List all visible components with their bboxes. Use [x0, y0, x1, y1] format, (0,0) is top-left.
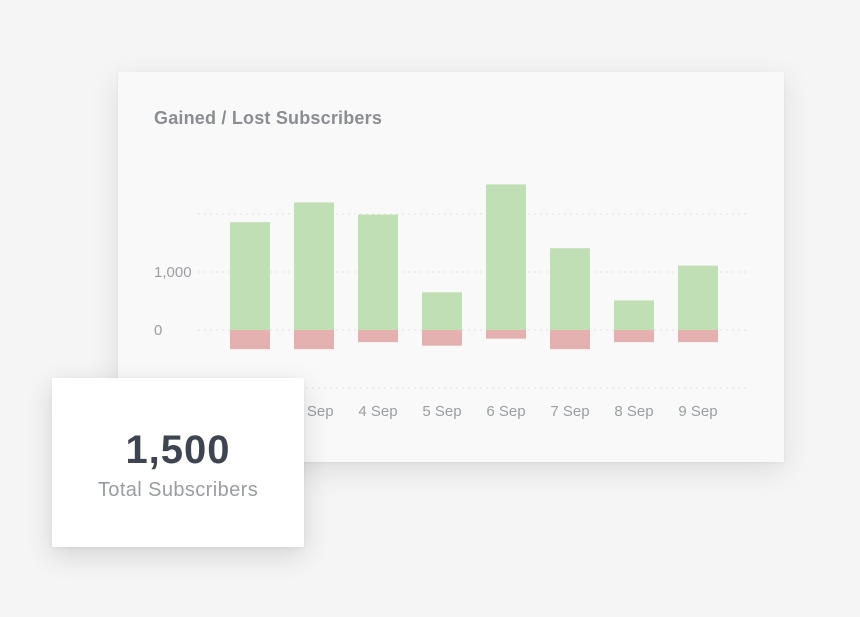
total-subscribers-card: 1,500 Total Subscribers	[52, 378, 304, 547]
gained-bar	[678, 265, 718, 330]
lost-bar	[614, 330, 654, 343]
lost-bar	[358, 330, 398, 343]
gained-bar	[358, 214, 398, 330]
gained-bar	[550, 248, 590, 330]
lost-bar	[422, 330, 462, 346]
x-tick-label: 6 Sep	[486, 403, 525, 420]
total-subscribers-value: 1,500	[125, 428, 231, 472]
gained-bar	[422, 292, 462, 330]
x-tick-label: 8 Sep	[614, 403, 653, 420]
lost-bar	[230, 330, 270, 350]
gained-bar	[486, 184, 526, 330]
gained-bar	[294, 202, 334, 330]
x-tick-label: 4 Sep	[358, 403, 397, 420]
gained-bar	[230, 222, 270, 330]
chart-title: Gained / Lost Subscribers	[154, 108, 383, 128]
total-subscribers-label: Total Subscribers	[97, 479, 259, 501]
x-tick-label: 5 Sep	[422, 403, 461, 420]
gained-bar	[614, 300, 654, 330]
lost-bar	[550, 330, 590, 350]
y-tick-label: 0	[154, 322, 162, 339]
lost-bar	[678, 330, 718, 343]
x-tick-label: 9 Sep	[678, 403, 717, 420]
x-tick-label: 3 Sep	[294, 403, 333, 420]
lost-bar	[294, 330, 334, 350]
lost-bar	[486, 330, 526, 339]
x-tick-label: 7 Sep	[550, 403, 589, 420]
y-tick-label: 1,000	[154, 264, 192, 281]
